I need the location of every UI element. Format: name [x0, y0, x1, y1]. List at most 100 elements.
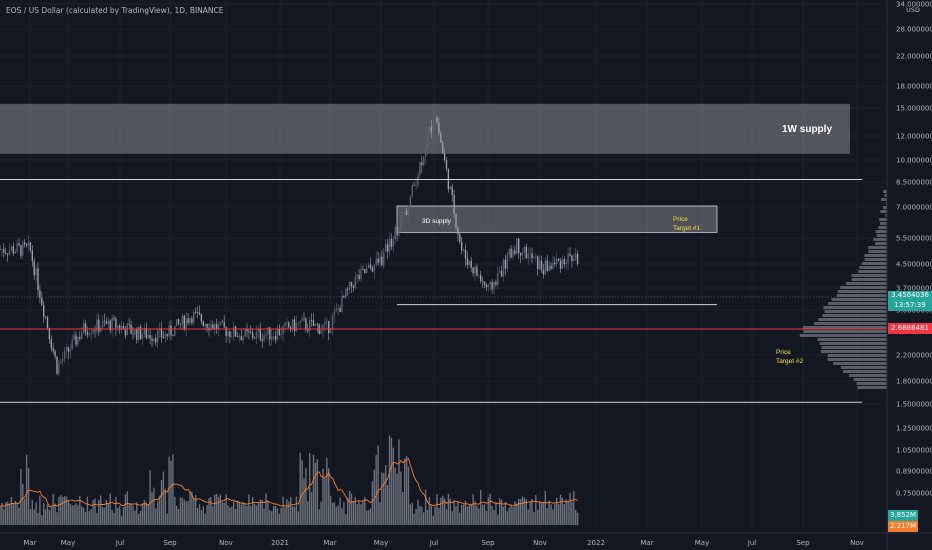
candle-body	[52, 348, 54, 352]
volume-bar	[162, 471, 165, 525]
volume-bar	[250, 506, 252, 525]
volume-bar	[405, 456, 408, 525]
volume-bar	[261, 499, 263, 525]
volume-bar	[223, 502, 225, 525]
candle-body	[227, 331, 229, 337]
candle-body	[476, 266, 478, 276]
volume-bar	[495, 502, 497, 525]
candle-body	[12, 246, 14, 254]
candle-body	[215, 323, 218, 330]
volume-profile-bar	[879, 218, 887, 221]
price-tick-label: 28.0000000	[896, 26, 932, 34]
volume-bar	[29, 508, 32, 525]
candle-body	[234, 326, 237, 337]
candle-body	[356, 275, 358, 277]
volume-bar	[550, 504, 552, 525]
candle-body	[54, 351, 56, 357]
candle-body	[117, 325, 119, 328]
candle-body	[103, 320, 106, 322]
volume-bar	[288, 501, 290, 525]
volume-bar	[196, 508, 199, 525]
candle-body	[373, 264, 375, 272]
candle-body	[565, 262, 567, 264]
candle-body	[196, 311, 199, 313]
candle-body	[328, 321, 330, 333]
candle-body	[31, 250, 33, 261]
volume-profile-bar	[864, 254, 887, 257]
candle-body	[113, 317, 115, 319]
volume-bar	[459, 512, 461, 525]
candle-body	[35, 268, 37, 276]
volume-bar	[248, 494, 250, 525]
volume-bar	[303, 478, 305, 525]
volume-bar	[130, 502, 132, 525]
time-tick-label: Sep	[163, 539, 177, 547]
volume-bar	[12, 504, 14, 525]
candle-body	[573, 259, 575, 261]
candle-body	[537, 256, 539, 270]
volume-bar	[155, 508, 157, 525]
price-tick-label: 22.0000000	[896, 53, 932, 61]
volume-bar	[263, 508, 265, 525]
horizontal-levels	[0, 179, 887, 403]
volume-bar	[559, 494, 562, 525]
candle-body	[540, 260, 543, 270]
price-axis[interactable]: 34.0000000 28.0000000 22.0000000 18.0000000…	[886, 0, 932, 550]
candle-body	[383, 251, 385, 266]
candle-body	[6, 253, 9, 255]
volume-bar	[35, 502, 37, 525]
candle-body	[512, 250, 514, 258]
volume-bar	[219, 494, 222, 525]
candle-body	[155, 338, 157, 343]
volume-bar	[322, 468, 324, 525]
volume-bar	[96, 512, 98, 525]
candle-body	[269, 327, 271, 340]
volume-bar	[170, 460, 172, 525]
volume-profile-bar	[842, 370, 887, 373]
candle-body	[538, 260, 541, 270]
volume-bar	[400, 471, 402, 525]
volume-bar	[354, 496, 356, 525]
candle-body	[350, 281, 353, 287]
volume-bar	[39, 495, 41, 525]
candle-body	[282, 326, 284, 334]
supply-zone-outline	[396, 205, 718, 233]
candle-body	[259, 329, 261, 340]
volume-profile-bar	[859, 266, 887, 269]
candle-body	[267, 327, 269, 335]
price-tick-label: 18.0000000	[896, 83, 932, 91]
volume-profile-bar	[857, 386, 887, 389]
candle-body	[326, 321, 328, 322]
time-axis[interactable]: Mar May Jul Sep Nov 2021 Mar May Jul Sep Nov 2022 Ma…	[0, 532, 932, 547]
volume-profile-bar	[828, 302, 887, 305]
volume-tick-label: 0.8900000	[896, 468, 932, 476]
candle-body	[286, 322, 288, 324]
volume-bar	[120, 515, 123, 525]
volume-profile-bar	[819, 342, 887, 345]
volume-bars	[0, 435, 579, 525]
volume-bar	[341, 508, 343, 525]
volume-bar	[445, 509, 448, 525]
candle-body	[567, 253, 569, 263]
candle-body	[132, 333, 134, 335]
candle-body	[92, 330, 94, 334]
volume-profile-bar	[853, 378, 887, 381]
volume-bar	[556, 497, 558, 525]
volume-profile-bar	[803, 330, 887, 333]
candle-body	[86, 332, 89, 335]
volume-bar	[24, 499, 26, 525]
volume-bar	[206, 505, 208, 525]
volume-bar	[373, 469, 375, 525]
volume-profile-bar	[864, 258, 887, 261]
volume-profile-bar	[878, 226, 887, 229]
candle-body	[96, 319, 98, 331]
volume-profile-bar	[858, 270, 887, 273]
candle-body	[489, 282, 491, 285]
volume-profile-bar	[875, 242, 887, 245]
volume-profile-bar	[837, 290, 887, 293]
volume-bar	[229, 507, 231, 525]
candle-body	[552, 262, 554, 270]
candle-body	[453, 194, 455, 214]
candle-body	[181, 315, 184, 324]
